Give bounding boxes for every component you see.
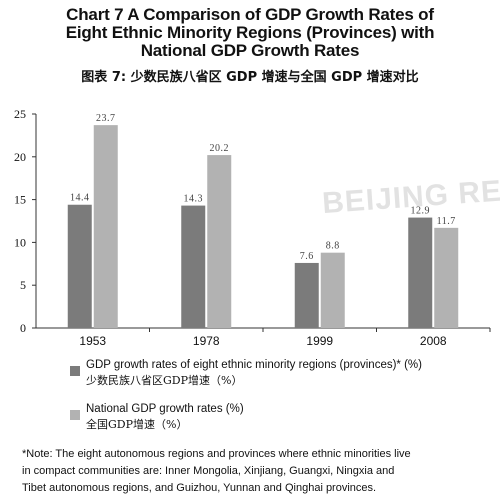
data-label: 14.4 — [70, 193, 90, 204]
bar-chart: 0 5 10 15 20 25 14.4 23.7 1953 14.3 20.2 1978 7.6 8.8… — [14, 107, 491, 348]
legend-swatch-national — [70, 410, 80, 420]
legend-label-national: National GDP growth rates (%) — [86, 403, 244, 415]
chart-title-line-2: Eight Ethnic Minority Regions (Provinces… — [65, 23, 435, 42]
data-label: 7.6 — [300, 251, 314, 262]
data-label: 11.7 — [437, 216, 456, 227]
footnote: *Note: The eight autonomous regions and … — [22, 446, 500, 497]
y-tick-label: 0 — [20, 321, 26, 335]
bar-national — [93, 125, 118, 329]
bar-minority — [67, 204, 92, 328]
bar-minority — [181, 205, 206, 328]
y-tick-label: 5 — [20, 278, 26, 292]
chart-title-line-3: National GDP Growth Rates — [140, 41, 360, 60]
data-label: 8.8 — [326, 241, 340, 252]
data-label: 20.2 — [210, 143, 230, 154]
chart-title: Chart 7 A Comparison of GDP Growth Rates… — [0, 6, 500, 60]
x-tick-label: 1999 — [306, 334, 333, 348]
data-label: 14.3 — [184, 194, 204, 205]
data-label: 23.7 — [96, 113, 116, 124]
footnote-line-3: Tibet autonomous regions, and Guizhou, Y… — [22, 482, 377, 494]
bar-minority — [408, 217, 433, 328]
bar-minority — [294, 262, 319, 328]
bar-national — [320, 252, 345, 328]
footnote-line-2: in compact communities are: Inner Mongol… — [22, 465, 395, 477]
legend-label-national-zh: 全国GDP增速（%） — [86, 418, 188, 431]
x-tick-label: 1953 — [79, 334, 106, 348]
legend-label-minority: GDP growth rates of eight ethnic minorit… — [86, 359, 422, 371]
y-tick-label: 10 — [14, 235, 26, 249]
bar-national — [434, 227, 459, 328]
y-tick-label: 15 — [14, 193, 26, 207]
x-tick-label: 2008 — [420, 334, 447, 348]
chart-title-line-1: Chart 7 A Comparison of GDP Growth Rates… — [66, 5, 434, 24]
legend-swatch-minority — [70, 366, 80, 376]
bar-national — [207, 155, 232, 328]
legend-label-minority-zh: 少数民族八省区GDP增速（%） — [86, 374, 243, 387]
chart-title-chinese: 图表 7: 少数民族八省区 GDP 增速与全国 GDP 增速对比 — [81, 70, 419, 85]
x-tick-label: 1978 — [193, 334, 220, 348]
y-tick-label: 20 — [14, 150, 26, 164]
y-tick-label: 25 — [14, 107, 26, 121]
footnote-line-1: *Note: The eight autonomous regions and … — [22, 448, 411, 460]
data-label: 12.9 — [411, 206, 431, 217]
